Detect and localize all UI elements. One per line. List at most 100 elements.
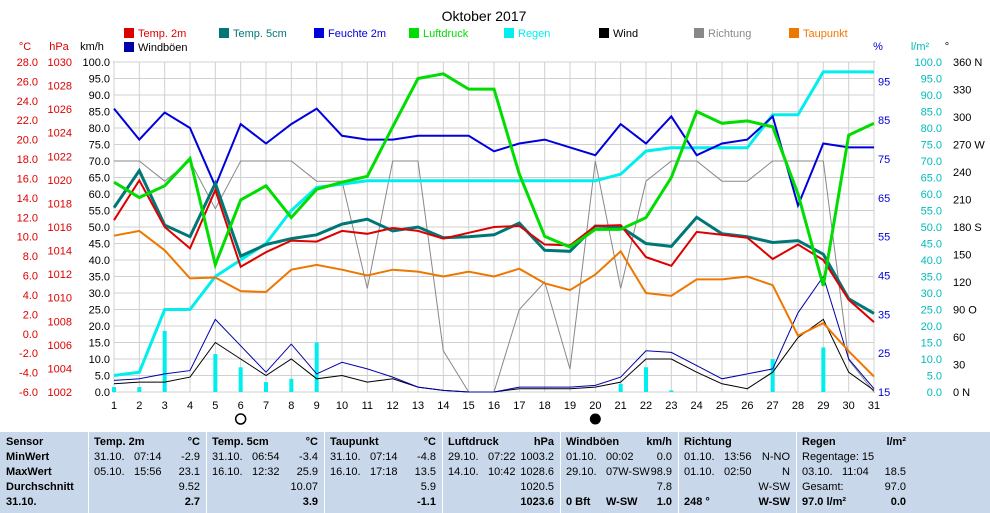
stats-row: 05.10. 15:56 23.1 bbox=[94, 465, 200, 480]
pressure-tick-label: 1022 bbox=[48, 151, 72, 163]
stats-value: 1028.6 bbox=[520, 466, 554, 478]
stats-column: Taupunkt °C 31.10. 07:14 -4.8 16.10. 17:18 13.5… bbox=[330, 435, 436, 510]
wind-tick-label: 30.0 bbox=[89, 288, 110, 300]
wind-tick-label: 0.0 bbox=[95, 387, 110, 399]
x-tick-label: 3 bbox=[162, 400, 168, 412]
stats-date: 31.10. bbox=[212, 451, 243, 463]
stats-date: 01.10. bbox=[566, 451, 597, 463]
x-tick-label: 25 bbox=[716, 400, 728, 412]
stats-column: Richtung 01.10. 13:56 N-NO 01.10. 02:50 N W-SW 2… bbox=[684, 435, 790, 510]
wind-tick-label: 15.0 bbox=[89, 338, 110, 350]
rain-tick-label: 90.0 bbox=[921, 90, 942, 102]
axis-unit-label: km/h bbox=[80, 41, 104, 53]
stats-column-title: Windböen bbox=[566, 436, 620, 448]
wind-tick-label: 100.0 bbox=[82, 57, 110, 69]
stats-column-separator bbox=[88, 432, 89, 513]
direction-tick-label: 300 bbox=[953, 112, 971, 124]
temp-tick-label: 20.0 bbox=[17, 135, 38, 147]
x-tick-label: 23 bbox=[665, 400, 677, 412]
temp-tick-label: 22.0 bbox=[17, 115, 38, 127]
rain-tick-label: 70.0 bbox=[921, 156, 942, 168]
wind-tick-label: 90.0 bbox=[89, 90, 110, 102]
stats-time: 06:54 bbox=[252, 451, 280, 463]
stats-date: 05.10. bbox=[94, 466, 125, 478]
stats-time: 15:56 bbox=[134, 466, 162, 478]
stats-column-separator bbox=[560, 432, 561, 513]
stats-row: 248 ° W-SW bbox=[684, 495, 790, 510]
legend-swatch bbox=[314, 28, 324, 38]
temp-tick-label: 6.0 bbox=[23, 271, 38, 283]
stats-row: 1020.5 bbox=[448, 480, 554, 495]
stats-time: W-SW bbox=[606, 496, 638, 508]
legend-label: Temp. 5cm bbox=[233, 28, 287, 40]
direction-tick-label: 180 S bbox=[953, 222, 982, 234]
stats-date: 14.10. bbox=[448, 466, 479, 478]
stats-value: 3.9 bbox=[302, 496, 318, 508]
rain-tick-label: 25.0 bbox=[921, 305, 942, 317]
stats-column: Temp. 5cm °C 31.10. 06:54 -3.4 16.10. 12:32 25.… bbox=[212, 435, 318, 510]
legend-swatch bbox=[694, 28, 704, 38]
stats-column-header: Temp. 2m °C bbox=[94, 435, 200, 450]
stats-column-unit: °C bbox=[187, 436, 200, 448]
rain-bar bbox=[669, 390, 674, 392]
stats-value: 7.8 bbox=[656, 481, 672, 493]
axis-unit-label: % bbox=[873, 41, 883, 53]
stats-value: 25.9 bbox=[296, 466, 318, 478]
wind-tick-label: 25.0 bbox=[89, 305, 110, 317]
pressure-tick-label: 1016 bbox=[48, 222, 72, 234]
legend-label: Richtung bbox=[708, 28, 751, 40]
stats-column-header: Richtung bbox=[684, 435, 790, 450]
x-tick-label: 7 bbox=[263, 400, 269, 412]
legend-swatch bbox=[219, 28, 229, 38]
stats-row: 31.10. 07:14 -2.9 bbox=[94, 450, 200, 465]
rain-bar bbox=[112, 387, 116, 392]
stats-row: 16.10. 17:18 13.5 bbox=[330, 465, 436, 480]
stats-time: 12:32 bbox=[252, 466, 280, 478]
wind-tick-label: 10.0 bbox=[89, 354, 110, 366]
direction-tick-label: 0 N bbox=[953, 387, 970, 399]
x-tick-label: 13 bbox=[412, 400, 424, 412]
direction-tick-label: 210 bbox=[953, 195, 971, 207]
chart-legend: Temp. 2m Temp. 5cm Feuchte 2m Luftdruck Rege… bbox=[124, 28, 848, 54]
stats-column-unit: km/h bbox=[646, 436, 672, 448]
wind-tick-label: 60.0 bbox=[89, 189, 110, 201]
x-tick-label: 24 bbox=[691, 400, 703, 412]
stats-row-label: Durchschnitt bbox=[6, 481, 74, 493]
stats-value: N-NO bbox=[761, 451, 790, 463]
stats-row: 10.07 bbox=[212, 480, 318, 495]
rain-bar bbox=[137, 387, 142, 392]
stats-value: N bbox=[782, 466, 790, 478]
stats-time: 13:56 bbox=[724, 451, 752, 463]
axis-unit-label: l/m² bbox=[911, 41, 930, 53]
series-line-regen bbox=[113, 70, 874, 377]
stats-value: 23.1 bbox=[178, 466, 200, 478]
temp-tick-label: 12.0 bbox=[17, 212, 38, 224]
x-tick-label: 6 bbox=[238, 400, 244, 412]
rain-tick-label: 30.0 bbox=[921, 288, 942, 300]
stats-row: 14.10. 10:42 1028.6 bbox=[448, 465, 554, 480]
stats-row: 31.10. 07:14 -4.8 bbox=[330, 450, 436, 465]
stats-column-title: Temp. 2m bbox=[94, 436, 145, 448]
rain-tick-label: 40.0 bbox=[921, 255, 942, 267]
legend-label: Taupunkt bbox=[803, 28, 848, 40]
stats-date: 31.10. bbox=[330, 451, 361, 463]
rain-bar bbox=[289, 378, 294, 392]
stats-value: 1003.2 bbox=[520, 451, 554, 463]
direction-tick-label: 30 bbox=[953, 360, 965, 372]
rain-bar bbox=[213, 354, 218, 392]
rain-bar bbox=[238, 367, 243, 392]
series-line-feuchte-2m bbox=[113, 107, 874, 209]
stats-time: 02:50 bbox=[724, 466, 752, 478]
stats-date: Gesamt: bbox=[802, 481, 844, 493]
stats-sensor-column: Sensor MinWert MaxWert Durchschnitt 31.10. bbox=[6, 435, 84, 510]
rain-tick-label: 10.0 bbox=[921, 354, 942, 366]
pressure-tick-label: 1002 bbox=[48, 387, 72, 399]
rain-tick-label: 50.0 bbox=[921, 222, 942, 234]
rain-bar bbox=[314, 342, 319, 392]
stats-value: -4.8 bbox=[417, 451, 436, 463]
stats-date: 0 Bft bbox=[566, 496, 591, 508]
rain-tick-label: 85.0 bbox=[921, 107, 942, 119]
rain-bar bbox=[821, 347, 826, 392]
stats-column-unit: l/m² bbox=[886, 436, 906, 448]
stats-column-title: Temp. 5cm bbox=[212, 436, 269, 448]
